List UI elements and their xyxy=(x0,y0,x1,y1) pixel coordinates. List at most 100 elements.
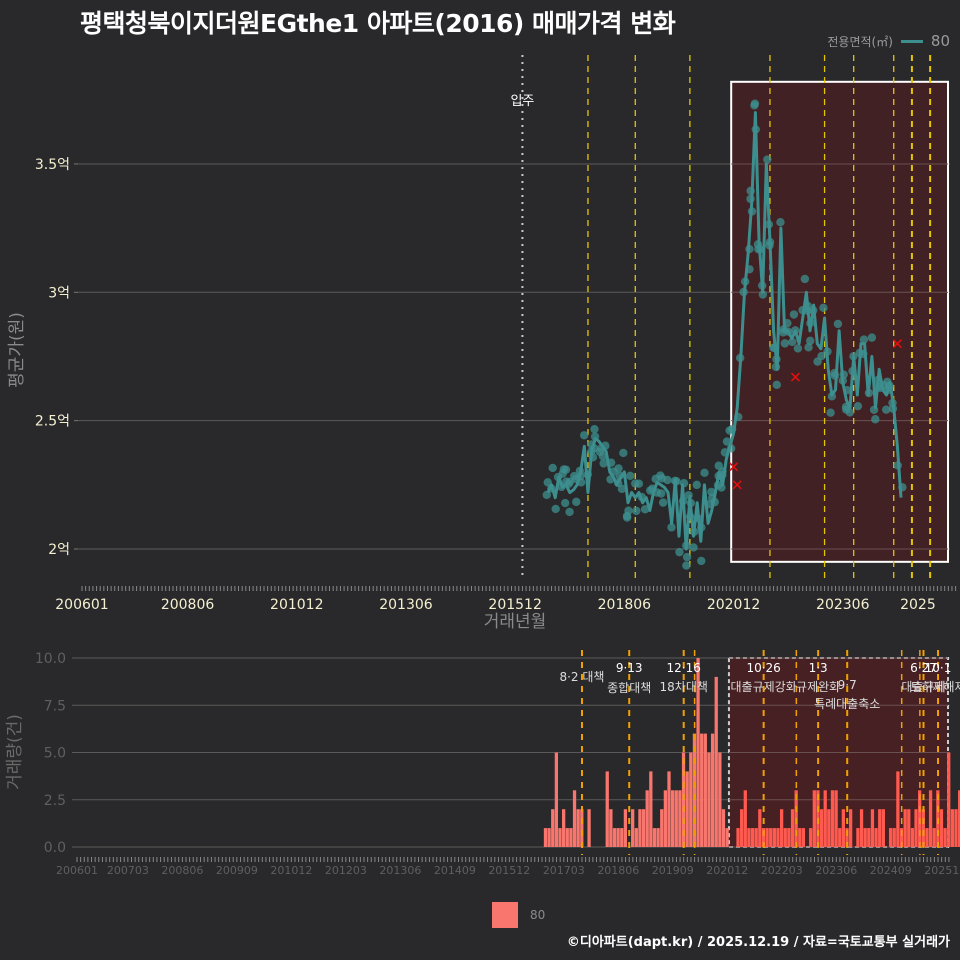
policy-date: 10·26 xyxy=(746,661,780,675)
price-point xyxy=(638,493,646,501)
volume-bar xyxy=(544,828,547,847)
price-point xyxy=(765,241,773,249)
volume-bar xyxy=(700,734,703,847)
volume-bar xyxy=(631,809,634,847)
y-tick-label: 3억 xyxy=(48,285,70,301)
price-point xyxy=(781,339,789,347)
price-point xyxy=(565,508,573,516)
volume-bar xyxy=(856,828,859,847)
volume-bar xyxy=(773,828,776,847)
price-point xyxy=(834,320,842,328)
price-point xyxy=(599,452,607,460)
price-point xyxy=(618,485,626,493)
volume-bar xyxy=(577,809,580,847)
x-tick-label: 201012 xyxy=(270,597,323,613)
price-point xyxy=(591,432,599,440)
volume-legend-value: 80 xyxy=(530,908,545,922)
price-point xyxy=(619,449,627,457)
policy-date: 10·1 xyxy=(925,661,952,675)
price-point xyxy=(718,471,726,479)
volume-bar xyxy=(929,790,932,847)
price-point xyxy=(746,195,754,203)
volume-bar xyxy=(911,828,914,847)
price-point xyxy=(548,464,556,472)
x-tick-label: 200806 xyxy=(161,864,203,877)
price-point xyxy=(682,561,690,569)
x-tick-label: 201703 xyxy=(543,864,585,877)
price-point xyxy=(632,507,640,515)
volume-bar xyxy=(791,809,794,847)
price-point xyxy=(577,478,585,486)
volume-bar xyxy=(882,809,885,847)
policy-date: 1·3 xyxy=(809,661,828,675)
volume-bar xyxy=(722,809,725,847)
volume-bar xyxy=(798,828,801,847)
price-point xyxy=(687,499,695,507)
y-tick-label: 2억 xyxy=(48,542,70,558)
price-point xyxy=(794,344,802,352)
x-tick-label: 200909 xyxy=(216,864,258,877)
volume-bar xyxy=(649,771,652,847)
volume-bar xyxy=(671,790,674,847)
price-point xyxy=(680,479,688,487)
price-point xyxy=(772,363,780,371)
price-point xyxy=(788,338,796,346)
price-point xyxy=(663,476,671,484)
volume-bar xyxy=(725,828,728,847)
price-point xyxy=(671,477,679,485)
x-tick-label: 2025 xyxy=(900,597,936,613)
volume-bar xyxy=(678,790,681,847)
volume-bar xyxy=(613,828,616,847)
price-point xyxy=(583,470,591,478)
x-tick-label: 201512 xyxy=(488,597,541,613)
y-axis-title: 평균가(원) xyxy=(7,312,27,388)
price-point xyxy=(682,541,690,549)
volume-legend: 80 xyxy=(492,902,545,928)
price-point xyxy=(686,512,694,520)
x-tick-label: 201409 xyxy=(434,864,476,877)
volume-bar xyxy=(562,809,565,847)
volume-bar xyxy=(686,771,689,847)
volume-bar xyxy=(765,828,768,847)
price-point xyxy=(694,514,702,522)
price-point xyxy=(848,367,856,375)
volume-bar xyxy=(820,809,823,847)
volume-bar xyxy=(769,828,772,847)
price-point xyxy=(871,415,879,423)
price-point xyxy=(717,483,725,491)
volume-bar xyxy=(667,771,670,847)
volume-bar xyxy=(573,790,576,847)
volume-bar xyxy=(940,809,943,847)
policy-label: 특례대출축소 xyxy=(814,697,880,711)
price-point xyxy=(711,498,719,506)
price-point xyxy=(547,484,555,492)
volume-bar xyxy=(704,734,707,847)
volume-bar xyxy=(580,809,583,847)
volume-bar xyxy=(569,828,572,847)
volume-bar xyxy=(660,809,663,847)
price-point xyxy=(806,319,814,327)
volume-bar xyxy=(758,809,761,847)
price-point xyxy=(846,408,854,416)
price-point xyxy=(828,392,836,400)
price-point xyxy=(765,220,773,228)
volume-bar xyxy=(951,809,954,847)
volume-bar xyxy=(755,828,758,847)
volume-bar xyxy=(776,828,779,847)
y-tick-label: 3.5억 xyxy=(35,157,70,173)
price-chart: 2억2.5억3억3.5억입주20060120080620101220130620… xyxy=(0,0,960,640)
price-point xyxy=(746,187,754,195)
price-point xyxy=(693,481,701,489)
price-point xyxy=(868,333,876,341)
volume-bar xyxy=(947,753,950,848)
price-point xyxy=(697,523,705,531)
price-point xyxy=(750,101,758,109)
price-point xyxy=(675,548,683,556)
volume-bar xyxy=(707,753,710,848)
volume-bar xyxy=(675,790,678,847)
price-point xyxy=(783,319,791,327)
policy-label: 종합대책 xyxy=(607,680,651,695)
volume-bar xyxy=(609,809,612,847)
policy-label: 18차대책 xyxy=(660,679,708,694)
volume-bar xyxy=(715,677,718,847)
